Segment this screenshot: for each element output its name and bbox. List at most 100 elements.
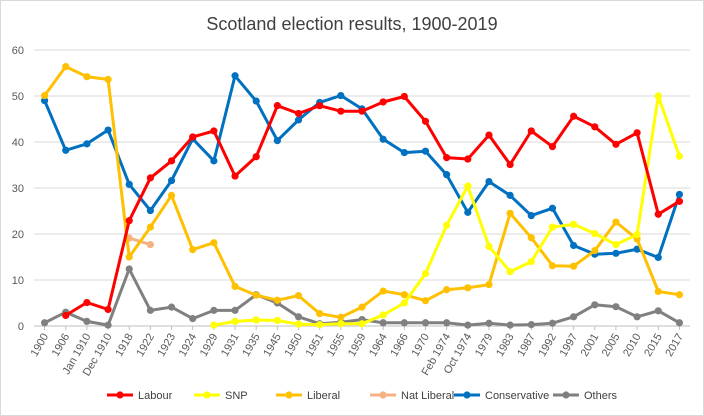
data-point — [464, 182, 472, 190]
data-point — [379, 311, 387, 319]
data-point — [252, 153, 260, 161]
data-point — [591, 301, 599, 309]
data-point — [379, 319, 387, 327]
data-point — [485, 131, 493, 139]
legend-label: Nat Liberal — [401, 390, 454, 402]
legend-marker — [203, 391, 211, 399]
y-tick-label: 20 — [12, 229, 24, 241]
y-axis-ticks: 0 10 20 30 40 50 60 — [12, 45, 24, 333]
data-point — [612, 303, 620, 311]
legend-marker — [285, 391, 293, 399]
data-point — [125, 180, 133, 188]
legend: Labour SNP Liberal Nat Liberal Conservative O… — [107, 390, 618, 402]
data-point — [125, 253, 133, 261]
data-point — [570, 262, 578, 270]
x-tick-label: 1935 — [240, 332, 263, 359]
legend-marker — [116, 391, 124, 399]
data-point — [167, 177, 176, 185]
data-point — [548, 262, 557, 270]
data-point — [633, 129, 641, 137]
data-point — [612, 218, 620, 226]
legend-item: SNP — [194, 390, 248, 402]
data-point — [675, 291, 684, 299]
data-point — [570, 112, 578, 120]
data-point — [675, 319, 684, 327]
data-point — [400, 299, 408, 307]
y-tick-label: 40 — [12, 137, 24, 149]
data-point — [485, 319, 493, 327]
data-point — [548, 319, 557, 327]
data-point — [252, 97, 260, 105]
data-point — [189, 133, 197, 141]
data-point — [633, 230, 641, 239]
data-point — [421, 117, 430, 125]
data-point — [400, 291, 408, 299]
data-point — [125, 217, 133, 225]
data-point — [189, 246, 197, 254]
data-point — [443, 154, 451, 162]
data-point — [654, 307, 662, 315]
data-point — [612, 140, 620, 148]
data-point — [654, 253, 662, 262]
data-point — [421, 319, 430, 327]
data-point — [104, 321, 112, 329]
y-tick-label: 10 — [12, 275, 24, 287]
x-tick-label: 2005 — [600, 332, 623, 359]
x-tick-label: 1900 — [29, 332, 52, 359]
data-point — [421, 297, 430, 305]
legend-label: Liberal — [307, 390, 340, 402]
data-point — [189, 315, 197, 323]
x-tick-label: 1950 — [282, 332, 305, 359]
data-point — [527, 212, 535, 220]
legend-item: Others — [553, 390, 618, 402]
data-point — [400, 92, 408, 101]
data-point — [675, 152, 684, 160]
data-point — [294, 109, 303, 118]
data-point — [146, 223, 154, 231]
data-point — [633, 313, 641, 321]
y-tick-label: 30 — [12, 183, 24, 195]
legend-marker — [463, 391, 471, 399]
data-point — [570, 313, 578, 321]
data-point — [379, 98, 387, 106]
data-point — [591, 123, 599, 131]
legend-item: Labour — [107, 390, 173, 402]
data-point — [273, 102, 281, 110]
data-point — [252, 316, 260, 324]
data-point — [294, 292, 303, 300]
data-point — [527, 234, 535, 242]
data-point — [210, 239, 218, 247]
data-point — [337, 313, 345, 321]
data-point — [506, 160, 514, 169]
data-point — [379, 135, 387, 143]
x-tick-label: 2017 — [663, 332, 686, 359]
x-tick-label: 2010 — [621, 332, 644, 359]
data-point — [506, 191, 514, 199]
data-point — [506, 268, 514, 276]
data-point — [231, 317, 239, 325]
x-tick-label: 1951 — [304, 332, 327, 359]
legend-item: Liberal — [276, 390, 340, 402]
data-point — [146, 174, 154, 182]
data-point — [485, 242, 493, 251]
data-point — [443, 221, 451, 229]
x-tick-label: 2001 — [579, 332, 602, 359]
data-point — [231, 282, 239, 291]
data-point — [654, 287, 662, 296]
x-tick-label: 1931 — [219, 332, 242, 359]
y-tick-label: 50 — [12, 91, 24, 103]
x-tick-label: 1966 — [388, 332, 411, 359]
x-tick-label: 1918 — [113, 332, 136, 359]
data-point — [337, 320, 345, 328]
data-point — [591, 246, 599, 255]
data-point — [527, 127, 535, 135]
data-point — [527, 258, 535, 266]
data-point — [316, 309, 324, 318]
x-tick-label: 1987 — [515, 332, 538, 359]
data-point — [210, 127, 218, 135]
data-point — [83, 140, 91, 148]
data-point — [548, 143, 557, 151]
